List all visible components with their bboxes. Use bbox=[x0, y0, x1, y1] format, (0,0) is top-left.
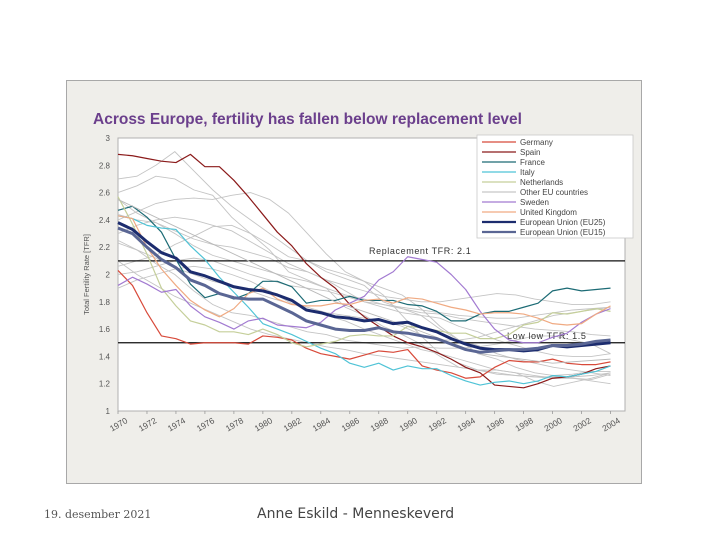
background-country-line bbox=[117, 216, 611, 305]
y-tick-label: 1 bbox=[106, 407, 111, 416]
series-line bbox=[117, 269, 611, 379]
x-tick-label: 1998 bbox=[513, 415, 535, 433]
x-tick-label: 1990 bbox=[398, 415, 420, 433]
x-tick-label: 1972 bbox=[137, 415, 159, 433]
footer-author: Anne Eskild - Menneskeverd bbox=[257, 506, 455, 522]
y-tick-label: 3 bbox=[106, 134, 111, 143]
x-tick-label: 2002 bbox=[571, 415, 593, 433]
y-tick-label: 2 bbox=[106, 271, 111, 280]
background-country-line bbox=[117, 239, 611, 341]
x-tick-label: 1982 bbox=[282, 415, 304, 433]
footer-date: 19. desember 2021 bbox=[44, 508, 152, 521]
legend-label: Italy bbox=[520, 168, 535, 177]
chart-title: Across Europe, fertility has fallen belo… bbox=[93, 111, 522, 128]
background-country-line bbox=[117, 175, 611, 387]
x-tick-label: 1974 bbox=[166, 415, 188, 433]
x-tick-label: 1978 bbox=[224, 415, 246, 433]
legend-label: Other EU countries bbox=[520, 188, 588, 197]
x-tick-label: 1980 bbox=[253, 415, 275, 433]
chart-svg: Across Europe, fertility has fallen belo… bbox=[82, 111, 634, 433]
y-tick-label: 2.4 bbox=[99, 216, 111, 225]
legend-label: Sweden bbox=[520, 198, 549, 207]
legend-label: European Union (EU25) bbox=[520, 218, 606, 227]
x-tick-label: 2004 bbox=[600, 415, 622, 433]
legend-label: Spain bbox=[520, 148, 540, 157]
series-line bbox=[117, 256, 611, 344]
series-line bbox=[117, 226, 611, 354]
y-axis-label: Total Fertility Rate [TFR] bbox=[82, 234, 91, 315]
series-line bbox=[117, 199, 611, 364]
series-line bbox=[117, 215, 611, 326]
y-tick-label: 1.6 bbox=[99, 325, 111, 334]
x-tick-label: 1970 bbox=[108, 415, 130, 433]
legend-label: Germany bbox=[520, 138, 553, 147]
x-tick-label: 1984 bbox=[311, 415, 333, 433]
y-tick-label: 2.6 bbox=[99, 189, 111, 198]
x-tick-label: 1992 bbox=[426, 415, 448, 433]
y-tick-label: 1.8 bbox=[99, 298, 111, 307]
legend-label: United Kingdom bbox=[520, 208, 577, 217]
x-tick-label: 1994 bbox=[455, 415, 477, 433]
y-tick-label: 1.2 bbox=[99, 380, 111, 389]
series-line bbox=[117, 215, 611, 386]
legend-label: France bbox=[520, 158, 545, 167]
series-line bbox=[117, 153, 611, 389]
chart-figure: Across Europe, fertility has fallen belo… bbox=[66, 80, 642, 484]
x-tick-label: 1996 bbox=[484, 415, 506, 433]
background-country-line bbox=[117, 199, 611, 337]
y-tick-label: 2.2 bbox=[99, 243, 111, 252]
legend-label: Netherlands bbox=[520, 178, 563, 187]
background-country-line bbox=[117, 257, 611, 319]
x-tick-label: 1976 bbox=[195, 415, 217, 433]
x-tick-label: 1986 bbox=[340, 415, 362, 433]
x-tick-label: 1988 bbox=[369, 415, 391, 433]
background-country-line bbox=[117, 151, 611, 376]
series-line bbox=[117, 196, 611, 348]
reference-line-label: Replacement TFR: 2.1 bbox=[369, 246, 471, 256]
y-tick-label: 2.8 bbox=[99, 161, 111, 170]
x-tick-label: 2000 bbox=[542, 415, 564, 433]
y-tick-label: 1.4 bbox=[99, 352, 111, 361]
legend-label: European Union (EU15) bbox=[520, 228, 606, 237]
reference-line-label: Low low TFR: 1.5 bbox=[507, 331, 586, 341]
